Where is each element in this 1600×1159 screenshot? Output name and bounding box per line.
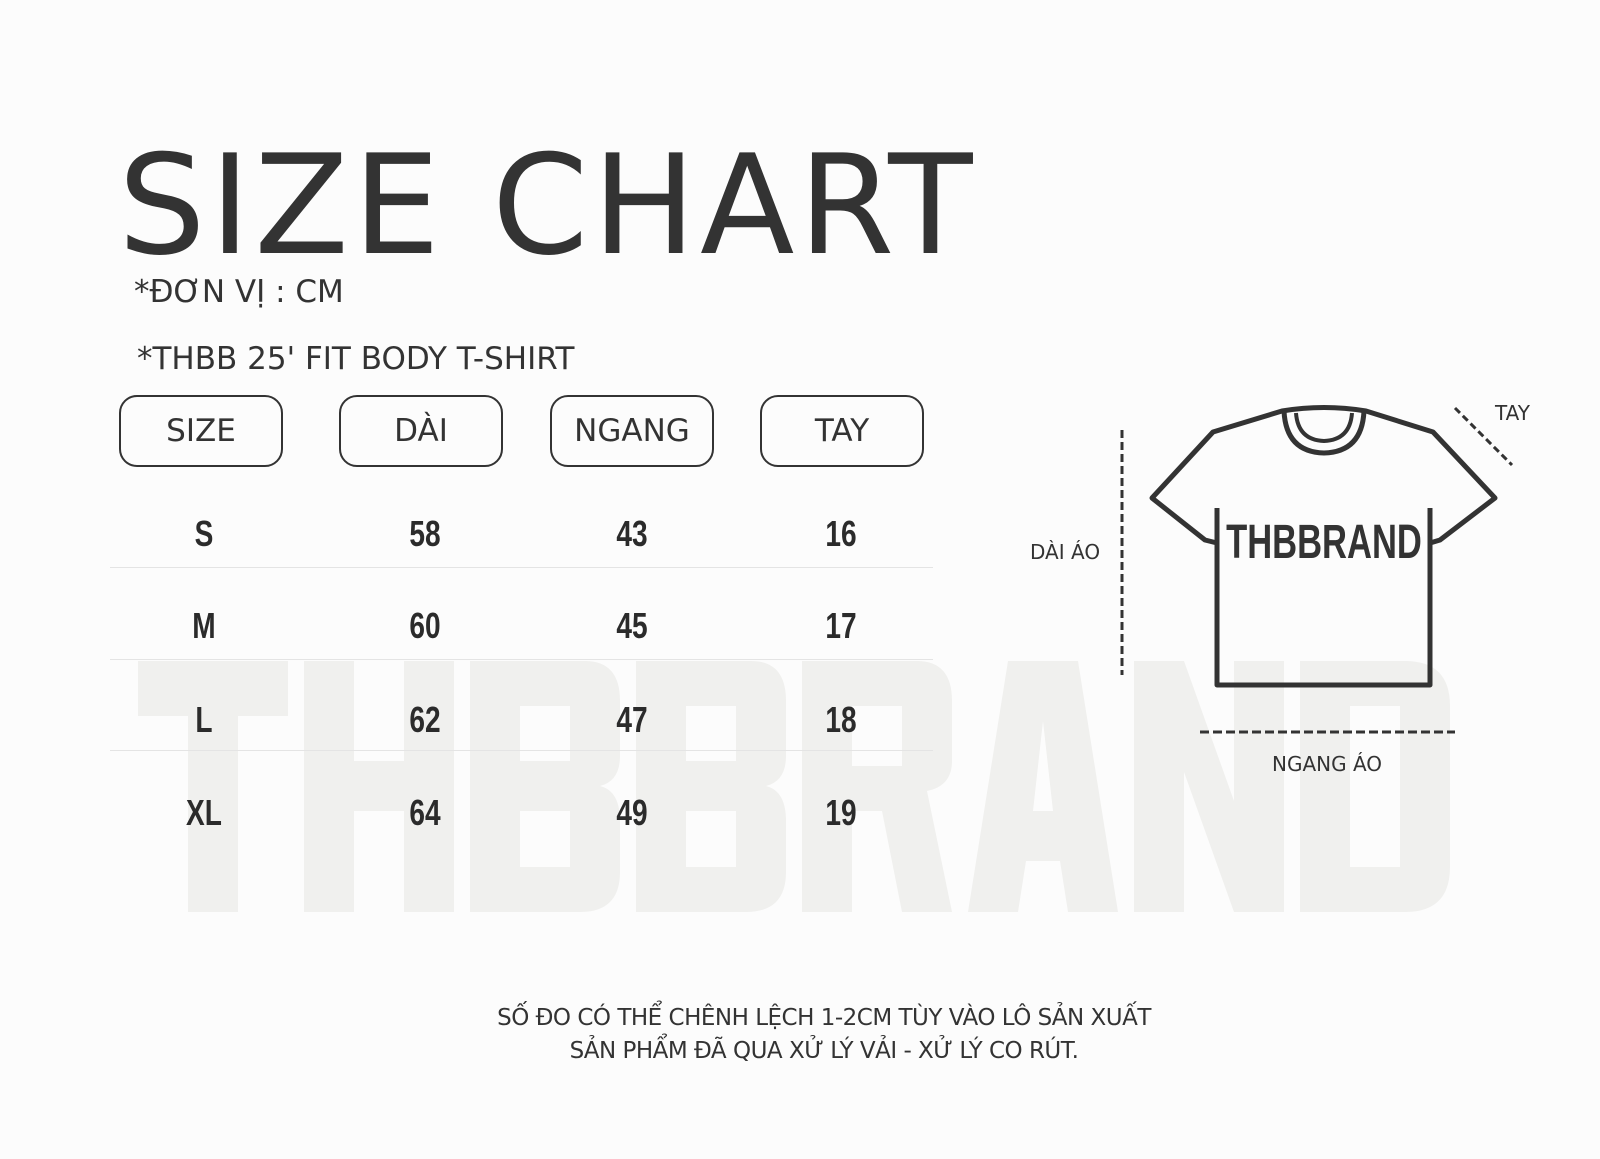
watermark-letter xyxy=(470,661,620,912)
watermark-letter xyxy=(304,661,454,912)
cell-length: 60 xyxy=(409,605,441,646)
footer-note-2: SẢN PHẨM ĐÃ QUA XỬ LÝ VẢI - XỬ LÝ CO RÚT… xyxy=(569,1038,1079,1064)
row-divider xyxy=(110,659,933,660)
watermark-letter xyxy=(138,661,288,912)
cell-size: XL xyxy=(186,792,222,833)
watermark-letter xyxy=(802,661,952,912)
page-title: SIZE CHART xyxy=(118,125,977,286)
header-length: DÀI xyxy=(339,395,503,467)
header-sleeve: TAY xyxy=(760,395,924,467)
cell-sleeve: 19 xyxy=(825,792,857,833)
cell-length: 58 xyxy=(409,513,441,554)
length-label: DÀI ÁO xyxy=(1030,540,1101,564)
row-divider xyxy=(110,567,933,568)
product-note: *THBB 25' FIT BODY T-SHIRT xyxy=(137,341,575,377)
cell-size: L xyxy=(195,699,213,740)
cell-width: 43 xyxy=(616,513,648,554)
sleeve-label: TAY xyxy=(1495,401,1531,425)
watermark-letter xyxy=(1134,661,1284,912)
row-divider xyxy=(110,750,933,751)
cell-length: 62 xyxy=(409,699,441,740)
watermark-letter xyxy=(636,661,786,912)
watermark-letter xyxy=(1300,661,1450,912)
cell-sleeve: 16 xyxy=(825,513,857,554)
header-size: SIZE xyxy=(119,395,283,467)
shirt-print-text: THBBRAND xyxy=(1226,514,1422,568)
cell-sleeve: 18 xyxy=(825,699,857,740)
footer-note-1: SỐ ĐO CÓ THỂ CHÊNH LỆCH 1-2CM TÙY VÀO LÔ… xyxy=(497,1005,1151,1031)
cell-width: 45 xyxy=(616,605,648,646)
unit-note: *ĐƠN VỊ : CM xyxy=(134,274,344,310)
cell-width: 49 xyxy=(616,792,648,833)
cell-size: M xyxy=(192,605,216,646)
cell-size: S xyxy=(194,513,214,554)
tshirt-outline-icon xyxy=(1149,405,1498,688)
width-label: NGANG ÁO xyxy=(1272,752,1383,776)
cell-sleeve: 17 xyxy=(825,605,857,646)
watermark-letter xyxy=(968,661,1118,912)
header-width: NGANG xyxy=(550,395,714,467)
cell-width: 47 xyxy=(616,699,648,740)
sleeve-measure-line xyxy=(1453,406,1514,467)
cell-length: 64 xyxy=(409,792,441,833)
